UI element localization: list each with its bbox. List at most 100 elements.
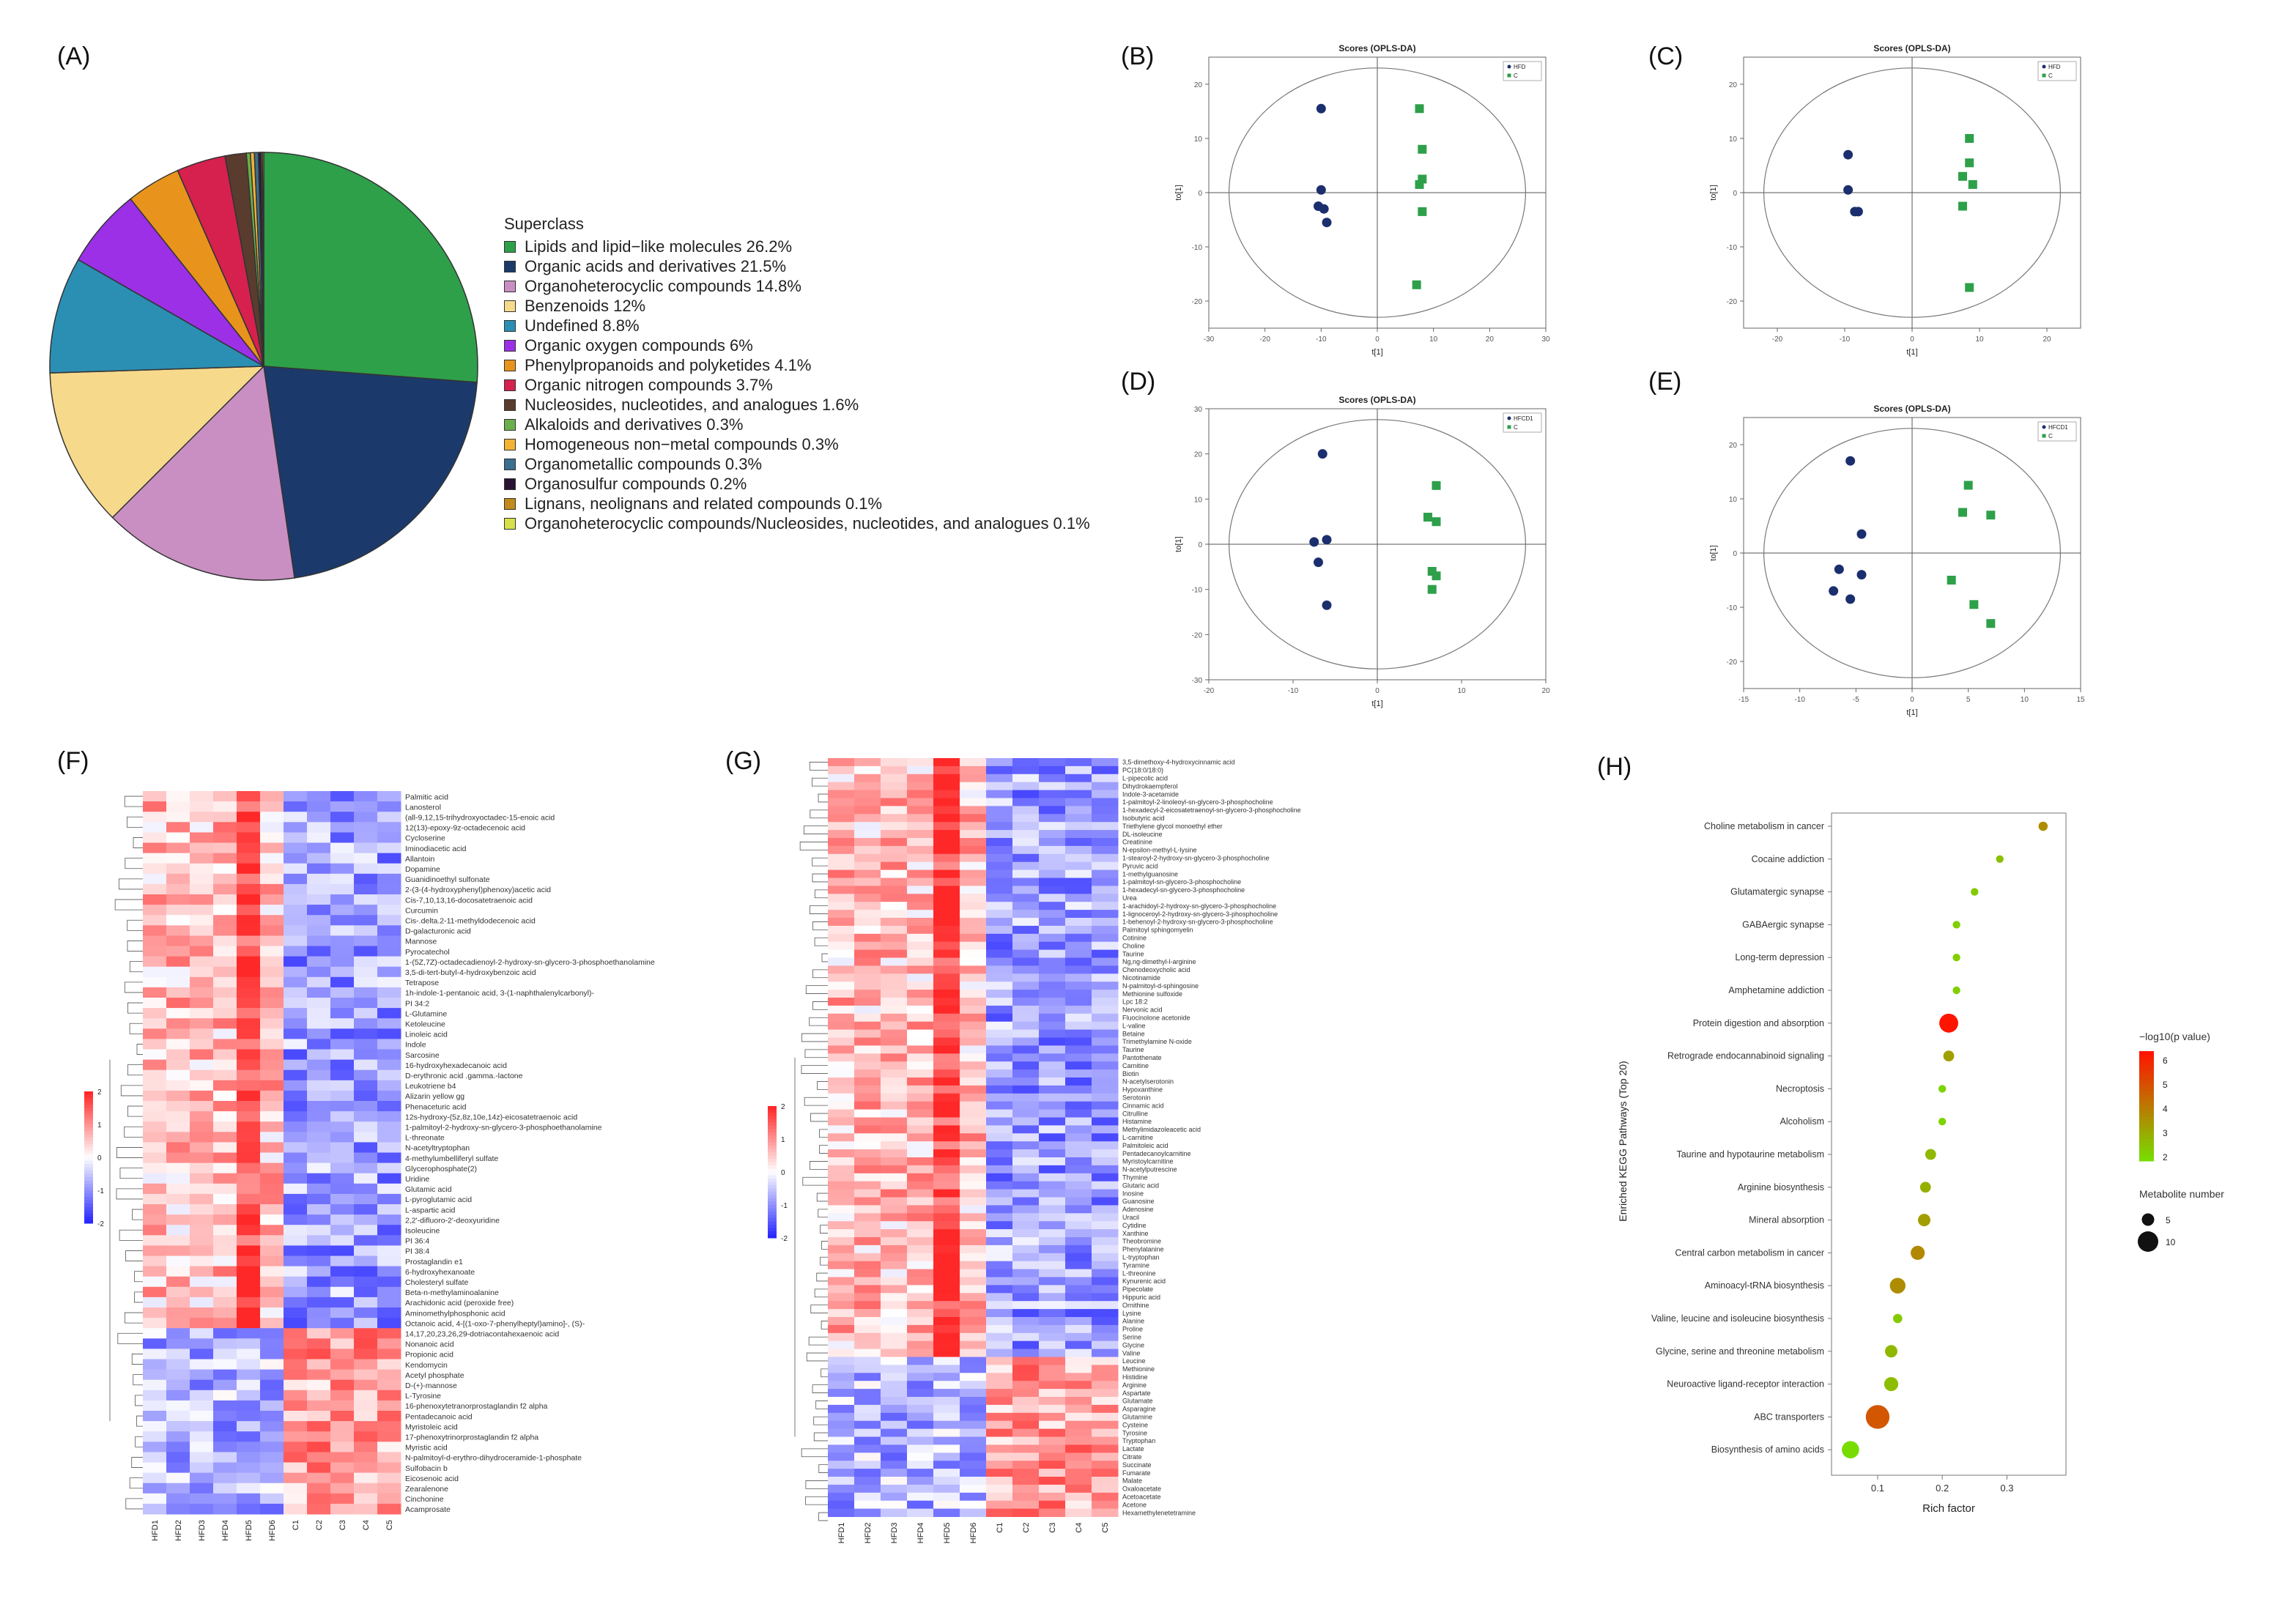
dendro-branch: [116, 1188, 143, 1200]
heat-cell: [260, 1245, 284, 1256]
heat-cell: [213, 842, 237, 854]
heat-cell: [881, 1237, 908, 1246]
heat-cell: [166, 1121, 190, 1132]
heat-cell: [1012, 806, 1040, 815]
heat-cell: [907, 1317, 934, 1326]
dendro-branch: [119, 1168, 143, 1179]
x-tick-label: 0: [1375, 687, 1380, 695]
heat-cell: [1039, 838, 1066, 847]
row-label: Citrate: [1122, 1453, 1142, 1461]
heat-cell: [213, 1235, 237, 1246]
heat-cell: [213, 1431, 237, 1442]
heat-cell: [828, 1340, 855, 1350]
heat-cell: [213, 1080, 237, 1091]
heat-cell: [960, 1061, 987, 1070]
heat-cell: [354, 1245, 378, 1256]
heat-cell: [881, 1149, 908, 1158]
heat-cell: [854, 1061, 881, 1070]
heat-cell: [1065, 830, 1092, 839]
heat-cell: [354, 905, 378, 916]
pathway-label: Cocaine addiction: [1752, 854, 1824, 864]
heat-cell: [190, 1297, 214, 1308]
heat-cell: [1039, 1365, 1066, 1373]
heat-cell: [907, 1157, 934, 1166]
heat-cell: [330, 1080, 355, 1091]
heat-cell: [828, 806, 855, 815]
heat-cell: [960, 949, 987, 958]
heat-cell: [881, 1245, 908, 1254]
column-label: HFD3: [198, 1520, 207, 1541]
heat-cell: [143, 956, 167, 968]
heat-cell: [307, 1152, 331, 1164]
heat-cell: [854, 1381, 881, 1390]
heat-cell: [1039, 1444, 1066, 1453]
legend-swatch: [504, 458, 516, 470]
heat-cell: [1092, 894, 1119, 902]
heat-cell: [933, 830, 960, 839]
bubble: [1884, 1345, 1897, 1358]
heat-cell: [143, 1193, 167, 1205]
heat-cell: [854, 1133, 881, 1142]
row-label: PI 38:4: [405, 1247, 429, 1256]
colorbar-segment: [84, 1098, 93, 1102]
heat-cell: [166, 1421, 190, 1432]
heat-cell: [1039, 1181, 1066, 1190]
heat-cell: [854, 1309, 881, 1318]
heat-cell: [330, 946, 355, 957]
heat-cell: [237, 1225, 261, 1236]
score-point: [1845, 594, 1856, 604]
legend-label: Alkaloids and derivatives 0.3%: [525, 415, 744, 434]
heat-cell: [1012, 1077, 1040, 1086]
heat-cell: [881, 1109, 908, 1118]
heat-cell: [237, 791, 261, 802]
heat-cell: [1065, 1412, 1092, 1422]
heat-cell: [986, 1340, 1013, 1350]
heat-cell: [213, 822, 237, 833]
heat-cell: [213, 1193, 237, 1205]
heat-cell: [284, 1266, 308, 1277]
heat-cell: [907, 1389, 934, 1398]
heat-cell: [143, 1483, 167, 1494]
row-label: Uridine: [405, 1175, 429, 1184]
size-legend-marker: [2141, 1213, 2155, 1226]
column-label: C5: [1101, 1523, 1110, 1533]
colorbar-segment: [84, 1190, 93, 1194]
heat-cell: [330, 1483, 355, 1494]
heat-cell: [1065, 1093, 1092, 1102]
heat-cell: [1092, 1005, 1119, 1014]
dendro-branch: [809, 762, 828, 771]
score-point: [1317, 449, 1327, 459]
heat-cell: [933, 806, 960, 815]
heat-cell: [854, 1357, 881, 1365]
legend-item: Homogeneous non−metal compounds 0.3%: [504, 434, 1090, 454]
heat-cell: [1092, 1237, 1119, 1246]
colorbar-segment: [84, 1127, 93, 1132]
heat-cell: [881, 1005, 908, 1014]
heat-cell: [986, 1181, 1013, 1190]
pathway-label: Valine, leucine and isoleucine biosynthe…: [1651, 1313, 1824, 1324]
heat-cell: [1039, 1213, 1066, 1222]
heat-cell: [1092, 798, 1119, 806]
colorbar-segment: [84, 1124, 93, 1128]
heat-cell: [933, 1093, 960, 1102]
heat-cell: [260, 1049, 284, 1061]
heat-cell: [237, 956, 261, 968]
heat-cell: [1092, 1469, 1119, 1477]
heat-cell: [260, 1080, 284, 1091]
heat-cell: [237, 1069, 261, 1081]
heat-cell: [881, 1453, 908, 1461]
heat-cell: [213, 956, 237, 968]
heat-cell: [330, 1307, 355, 1318]
heat-cell: [854, 1340, 881, 1350]
colorbar-segment: [84, 1184, 93, 1187]
heat-cell: [1065, 902, 1092, 910]
row-label: Eicosenoic acid: [405, 1475, 459, 1483]
heat-cell: [284, 1121, 308, 1132]
row-label: Leucine: [1122, 1357, 1146, 1365]
heat-cell: [213, 1390, 237, 1401]
heat-cell: [237, 1049, 261, 1061]
heat-cell: [960, 1189, 987, 1198]
row-label: Glutamine: [1122, 1414, 1152, 1421]
heat-cell: [933, 1484, 960, 1494]
heat-cell: [828, 798, 855, 806]
